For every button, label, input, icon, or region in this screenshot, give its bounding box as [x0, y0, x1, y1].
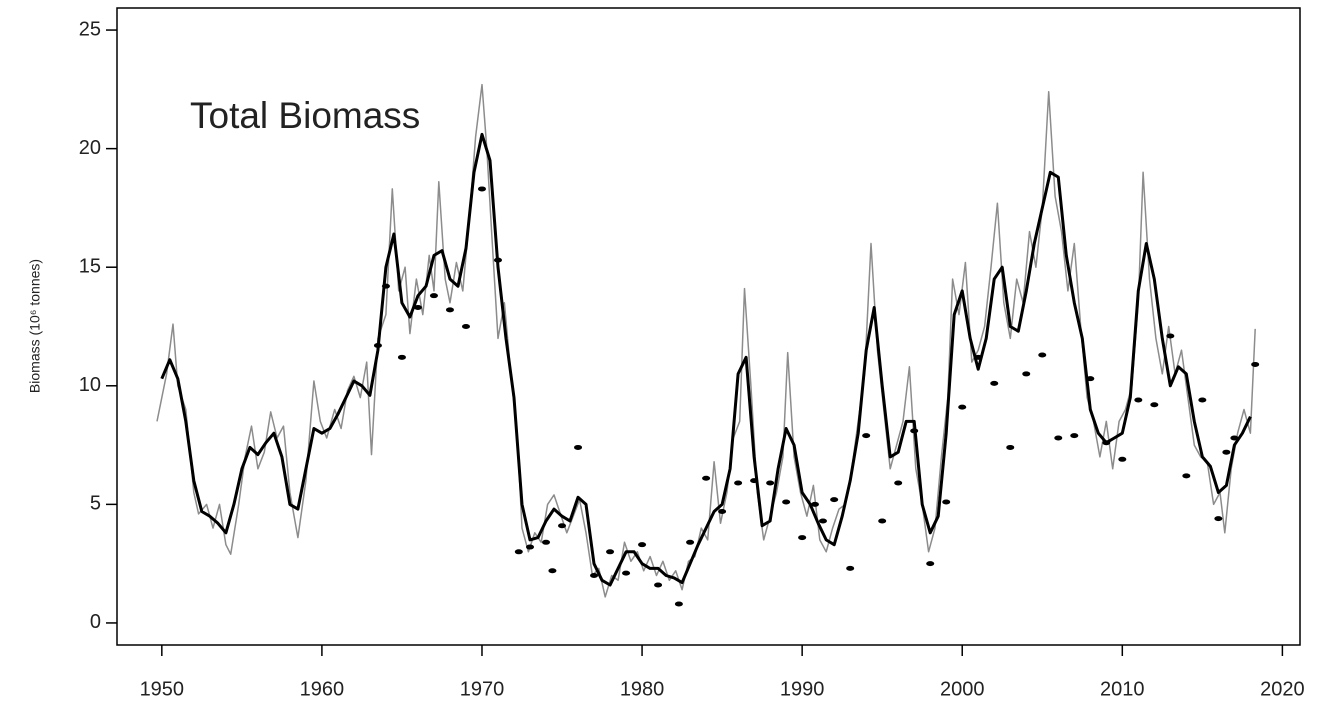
survey-point — [413, 305, 422, 311]
survey-point — [622, 570, 631, 576]
survey-point — [674, 601, 683, 607]
survey-point — [766, 480, 775, 486]
survey-point — [654, 582, 663, 588]
survey-point — [894, 480, 903, 486]
survey-point — [638, 542, 647, 548]
survey-point — [1230, 435, 1239, 441]
x-tick-label: 2000 — [940, 678, 985, 700]
x-tick-label: 1990 — [780, 678, 825, 700]
survey-point — [702, 475, 711, 481]
survey-point — [574, 444, 583, 450]
survey-point — [958, 404, 967, 410]
y-tick-label: 0 — [90, 611, 101, 633]
survey-point — [445, 307, 454, 313]
survey-point — [397, 354, 406, 360]
survey-point — [718, 508, 727, 514]
survey-point — [590, 573, 599, 579]
x-tick-label: 1970 — [460, 678, 505, 700]
y-tick-label: 10 — [79, 374, 101, 396]
survey-point — [1022, 371, 1031, 377]
survey-point — [558, 523, 567, 529]
x-tick-label: 2020 — [1260, 678, 1305, 700]
survey-point — [1222, 449, 1231, 455]
survey-point — [606, 549, 615, 555]
survey-point — [818, 518, 827, 524]
survey-point — [1054, 435, 1063, 441]
survey-point — [862, 433, 871, 439]
series-line — [156, 83, 1256, 598]
survey-point — [830, 497, 839, 503]
survey-point — [1006, 444, 1015, 450]
survey-point — [750, 478, 759, 484]
survey-point — [373, 342, 382, 348]
survey-point — [1086, 376, 1095, 382]
survey-point — [1182, 473, 1191, 479]
survey-point — [782, 499, 791, 505]
survey-point — [1166, 333, 1175, 339]
survey-point — [926, 561, 935, 567]
survey-point — [990, 380, 999, 386]
survey-point — [974, 354, 983, 360]
survey-point — [910, 428, 919, 434]
x-tick-label: 1950 — [140, 678, 185, 700]
survey-point — [514, 549, 523, 555]
survey-point — [878, 518, 887, 524]
survey-point — [493, 257, 502, 263]
survey-point — [734, 480, 743, 486]
plot-area — [156, 83, 1260, 607]
y-tick-label: 15 — [79, 255, 101, 277]
plot-frame — [116, 7, 1301, 646]
survey-point — [1102, 440, 1111, 446]
x-tick-label: 1980 — [620, 678, 665, 700]
survey-point — [1214, 516, 1223, 522]
survey-point — [846, 565, 855, 571]
survey-point — [477, 186, 486, 192]
survey-point — [798, 535, 807, 541]
survey-point — [1038, 352, 1047, 358]
survey-point — [1134, 397, 1143, 403]
survey-point — [1150, 402, 1159, 408]
annotation: Total Biomass — [190, 95, 420, 136]
survey-point — [461, 324, 470, 329]
survey-point — [810, 501, 819, 507]
survey-point — [1251, 361, 1260, 367]
survey-point — [548, 568, 557, 574]
y-tick-label: 20 — [79, 137, 101, 159]
x-tick-label: 2010 — [1100, 678, 1145, 700]
survey-point — [542, 539, 551, 545]
series-line — [160, 132, 1252, 587]
survey-point — [1070, 433, 1079, 439]
y-tick-label: 5 — [90, 493, 101, 515]
survey-point — [526, 544, 535, 550]
x-tick-label: 1960 — [300, 678, 345, 700]
survey-point — [429, 293, 438, 299]
y-axis-label: Biomass (10⁶ tonnes) — [27, 259, 43, 393]
y-tick-label: 25 — [79, 18, 101, 40]
survey-point — [942, 499, 951, 505]
survey-point — [686, 539, 695, 545]
survey-point — [381, 283, 390, 289]
survey-point — [1198, 397, 1207, 403]
survey-point — [1118, 456, 1127, 462]
